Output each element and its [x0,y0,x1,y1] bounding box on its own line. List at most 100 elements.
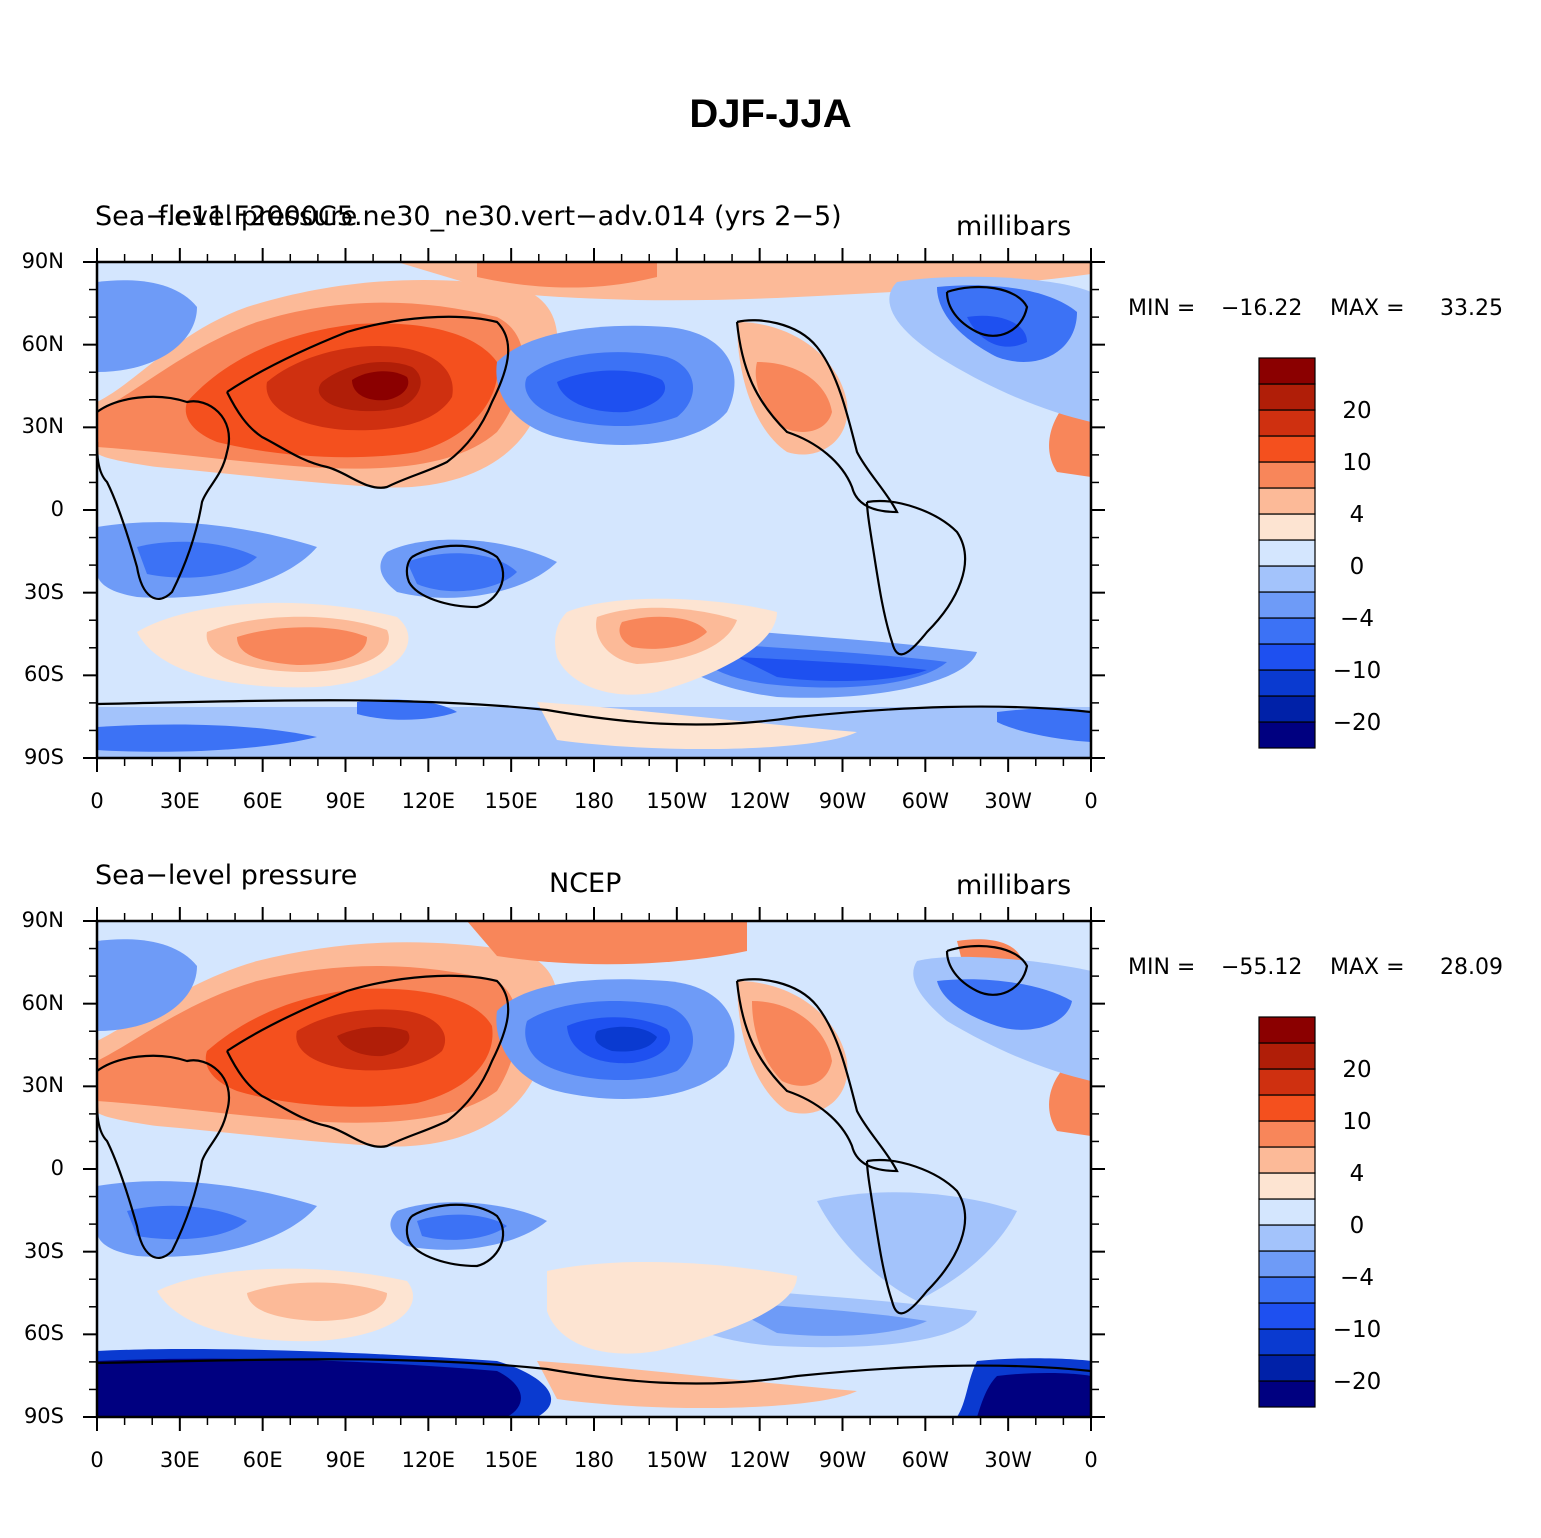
colorbar-label: 0 [1350,554,1365,580]
colorbar-swatch [1258,409,1316,437]
min-value: −55.12 [1221,955,1303,980]
warm-region [477,262,657,288]
x-tick-label: 0 [90,789,104,813]
cool-region [417,1214,507,1240]
x-tick-label: 150E [484,789,538,813]
contour-map [97,921,1091,1417]
x-tick-label: 30E [159,789,200,813]
colorbar-swatch [1258,513,1316,541]
panel-center-title: f.e11.F2000C5.ne30_ne30.vert−adv.014 (yr… [158,201,842,232]
x-tick-label: 90E [325,1448,366,1472]
colorbar-swatch [1258,1172,1316,1200]
cool-region [937,979,1072,1030]
y-tick-label: 60N [21,331,64,356]
colorbar-swatch [1258,1224,1316,1252]
colorbar-swatch [1258,1016,1316,1044]
x-tick-label: 150W [646,789,708,813]
warm-region [619,616,707,649]
x-tick-label: 90E [325,789,366,813]
colorbar-swatch [1258,1250,1316,1278]
colorbar-swatch [1258,1094,1316,1122]
cool-region [407,553,517,592]
cool-region [977,1372,1091,1417]
colorbar-swatch [1258,1198,1316,1226]
y-tick-label: 60S [23,1321,64,1346]
x-tick-label: 120W [729,789,791,813]
colorbar-label: −10 [1333,1317,1382,1343]
colorbar-swatch [1258,1302,1316,1330]
x-tick-label: 120E [401,1448,455,1472]
x-tick-label: 180 [573,1448,615,1472]
panel-units: millibars [956,870,1072,901]
x-tick-label: 150W [646,1448,708,1472]
x-tick-label: 120W [729,1448,791,1472]
warm-region [752,1001,832,1086]
colorbar-swatch [1258,1120,1316,1148]
y-tick-label: 30N [21,1073,64,1098]
contour-map [97,262,1091,758]
x-tick-label: 30W [984,1448,1032,1472]
cool-region [967,315,1027,347]
cool-region [137,541,257,578]
warm-region [237,627,367,665]
max-value: 28.09 [1440,955,1503,980]
x-tick-label: 0 [90,1448,104,1472]
colorbar-swatch [1258,1276,1316,1304]
colorbar-label: 0 [1350,1213,1365,1239]
colorbar-swatch [1258,1354,1316,1382]
cool-region [997,708,1091,742]
x-tick-label: 0 [1084,789,1098,813]
colorbar-swatch [1258,591,1316,619]
colorbar-swatch [1258,435,1316,463]
panel-units: millibars [956,211,1072,242]
x-tick-label: 180 [573,789,615,813]
colorbar-swatch [1258,539,1316,567]
cool-region [127,1205,247,1240]
y-tick-label: 30S [23,579,64,604]
cool-region [817,1192,1017,1301]
panel-left-title: Sea−level pressure [95,860,358,891]
colorbar-label: −10 [1333,658,1382,684]
y-tick-label: 90N [21,249,64,273]
y-tick-label: 90S [23,1404,64,1428]
y-tick-label: 30S [23,1238,64,1263]
y-tick-label: 60S [23,662,64,687]
y-tick-label: 30N [21,414,64,439]
colorbar-label: −4 [1340,606,1374,632]
colorbar-label: −20 [1333,710,1382,736]
colorbar-label: −4 [1340,1265,1374,1291]
warm-region [247,1282,387,1321]
min-label: MIN = [1128,955,1196,980]
min-label: MIN = [1128,296,1196,321]
x-tick-label: 120E [401,789,455,813]
max-value: 33.25 [1440,296,1503,321]
colorbar-label: 20 [1342,398,1371,424]
panel-center-title: NCEP [549,868,622,899]
colorbar-swatch [1258,1068,1316,1096]
x-tick-label: 60E [242,789,283,813]
x-tick-label: 60W [901,789,950,813]
colorbar-swatch [1258,461,1316,489]
y-tick-label: 0 [50,1156,64,1180]
y-tick-label: 90N [21,908,64,932]
y-tick-label: 60N [21,990,64,1015]
colorbar-swatch [1258,695,1316,723]
colorbar-swatch [1258,383,1316,411]
x-tick-label: 90W [818,789,867,813]
x-tick-label: 60E [242,1448,283,1472]
colorbar-swatch [1258,565,1316,593]
x-tick-label: 30E [159,1448,200,1472]
warm-region [352,371,409,401]
cool-region [557,370,666,413]
x-tick-label: 90W [818,1448,867,1472]
cool-region [97,1358,521,1417]
cool-region [595,1026,657,1052]
colorbar-label: 4 [1350,1161,1365,1187]
max-label: MAX = [1330,955,1405,980]
